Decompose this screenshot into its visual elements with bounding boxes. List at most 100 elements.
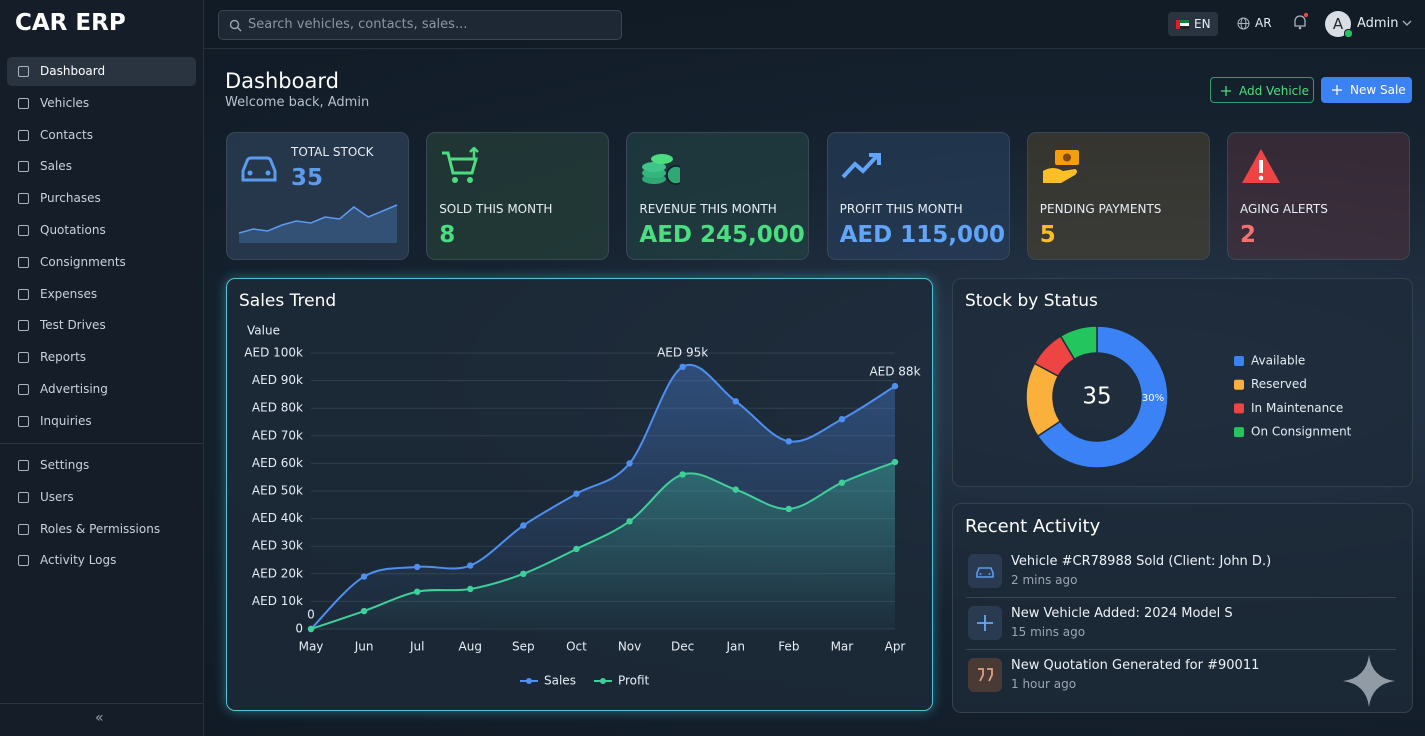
- menu-item[interactable]: Expenses: [7, 280, 196, 309]
- y-tick-label: AED 50k: [252, 484, 303, 498]
- center-label: 35: [1082, 384, 1111, 410]
- menu-item[interactable]: Purchases: [7, 184, 196, 213]
- kpi-card: AGING ALERTS 2: [1227, 132, 1410, 260]
- legend-dot: [599, 678, 606, 684]
- plus-icon: [1332, 85, 1342, 95]
- activity-title: Vehicle #CR78988 Sold (Client: John D.): [1011, 554, 1272, 569]
- legend-dot: [526, 678, 532, 684]
- activity-time: 1 hour ago: [1011, 677, 1077, 691]
- kpi-label: PROFIT THIS MONTH: [839, 202, 963, 216]
- menu-item[interactable]: Consignments: [7, 248, 196, 277]
- y-tick-label: AED 90k: [252, 373, 303, 387]
- menu-icon: [18, 352, 29, 364]
- kpi-card: REVENUE THIS MONTH AED 245,000: [626, 132, 810, 260]
- legend-label: Available: [1251, 354, 1305, 368]
- add-vehicle-button[interactable]: Add Vehicle: [1210, 77, 1314, 103]
- menu-label: Activity Logs: [40, 553, 117, 568]
- sidebar: CAR ERP Dashboard Vehicles Contacts Sales Pu…: [0, 0, 204, 736]
- button-label: Add Vehicle: [1239, 84, 1309, 98]
- kpi-label: SOLD THIS MONTH: [439, 202, 553, 216]
- kpi-card: PROFIT THIS MONTH AED 115,000: [826, 132, 1010, 260]
- kpi-card: PENDING PAYMENTS 5: [1026, 132, 1210, 260]
- data-point: [785, 505, 793, 513]
- menu-item[interactable]: Users: [7, 483, 196, 512]
- menu-item[interactable]: Vehicles: [7, 89, 196, 118]
- menu-item[interactable]: Dashboard: [7, 57, 196, 86]
- language-en[interactable]: EN: [1168, 12, 1218, 36]
- activity-icon: [968, 554, 1002, 588]
- menu-label: Quotations: [40, 223, 106, 237]
- data-point: [413, 563, 421, 571]
- user-name[interactable]: Admin: [1357, 16, 1399, 31]
- kpi-icon: [442, 147, 480, 183]
- legend-label: In Maintenance: [1251, 401, 1343, 415]
- kpi-label: TOTAL STOCK: [291, 145, 374, 159]
- x-tick-label: Aug: [459, 640, 482, 654]
- x-tick-label: Jun: [354, 640, 374, 654]
- page-title: Dashboard: [225, 69, 339, 93]
- kpi-value: AED 115,000: [839, 222, 1005, 248]
- menu-icon: [18, 129, 29, 141]
- data-point: [785, 438, 793, 445]
- kpi-value: AED 245,000: [639, 222, 805, 248]
- menu-label: Vehicles: [40, 95, 90, 110]
- kpi-value: 35: [291, 165, 324, 191]
- series-area: [311, 462, 895, 629]
- menu-label: Dashboard: [40, 64, 106, 78]
- y-tick-label: AED 40k: [252, 511, 303, 525]
- menu-item[interactable]: Activity Logs: [7, 546, 196, 575]
- slice-annotation: 30%: [1142, 393, 1164, 404]
- legend-swatch: [1234, 403, 1244, 414]
- bell-icon[interactable]: [1292, 12, 1308, 32]
- header: Search vehicles, contacts, sales... EN A…: [204, 0, 1425, 49]
- search-placeholder: Search vehicles, contacts, sales...: [248, 17, 468, 32]
- kpi-label: REVENUE THIS MONTH: [639, 202, 777, 216]
- divider: [966, 649, 1396, 650]
- menu-item[interactable]: Quotations: [7, 216, 196, 245]
- menu-item[interactable]: Inquiries: [7, 407, 196, 436]
- menu-icon: [18, 66, 29, 77]
- activity-icon: [968, 606, 1002, 640]
- kpi-card: SOLD THIS MONTH 8: [426, 132, 610, 260]
- plus-icon: [1221, 86, 1231, 96]
- y-tick-label: AED 10k: [252, 594, 303, 608]
- new-sale-button[interactable]: New Sale: [1321, 77, 1412, 103]
- value-label: AED 88k: [869, 365, 920, 379]
- y-tick-label: AED 100k: [244, 346, 303, 360]
- menu-item[interactable]: Reports: [7, 343, 196, 372]
- legend-swatch: [1234, 356, 1244, 366]
- button-label: New Sale: [1350, 83, 1406, 97]
- data-point: [732, 486, 739, 493]
- data-point: [732, 398, 739, 405]
- data-point: [891, 382, 899, 390]
- data-point: [520, 570, 527, 577]
- avatar[interactable]: A: [1325, 11, 1351, 37]
- menu-icon: [18, 256, 29, 268]
- menu-item[interactable]: Sales: [7, 152, 196, 181]
- language-ar[interactable]: AR: [1255, 16, 1272, 30]
- data-point: [626, 460, 633, 467]
- menu-label: Advertising: [40, 382, 108, 396]
- menu-item[interactable]: Contacts: [7, 121, 196, 150]
- status-dot: [1344, 29, 1353, 38]
- y-tick-label: AED 80k: [252, 401, 303, 415]
- menu-icon: [18, 97, 29, 109]
- search-box[interactable]: Search vehicles, contacts, sales...: [218, 10, 622, 40]
- y-tick-label: 0: [295, 622, 303, 636]
- kpi-icon: [241, 156, 277, 182]
- legend-swatch: [1234, 379, 1244, 390]
- chart-title: Stock by Status: [965, 291, 1098, 311]
- menu-label: Inquiries: [40, 413, 92, 428]
- legend-label: Reserved: [1251, 377, 1307, 391]
- x-tick-label: Jul: [409, 640, 424, 654]
- divider: [966, 597, 1396, 598]
- value-label: AED 95k: [657, 345, 708, 359]
- x-tick-label: Apr: [885, 640, 906, 654]
- collapse-button[interactable]: «: [95, 710, 104, 726]
- value-label: 0: [307, 608, 315, 622]
- menu-item[interactable]: Settings: [7, 451, 196, 480]
- menu-item[interactable]: Advertising: [7, 375, 196, 404]
- menu-item[interactable]: Roles & Permissions: [7, 515, 196, 544]
- menu-item[interactable]: Test Drives: [7, 311, 196, 340]
